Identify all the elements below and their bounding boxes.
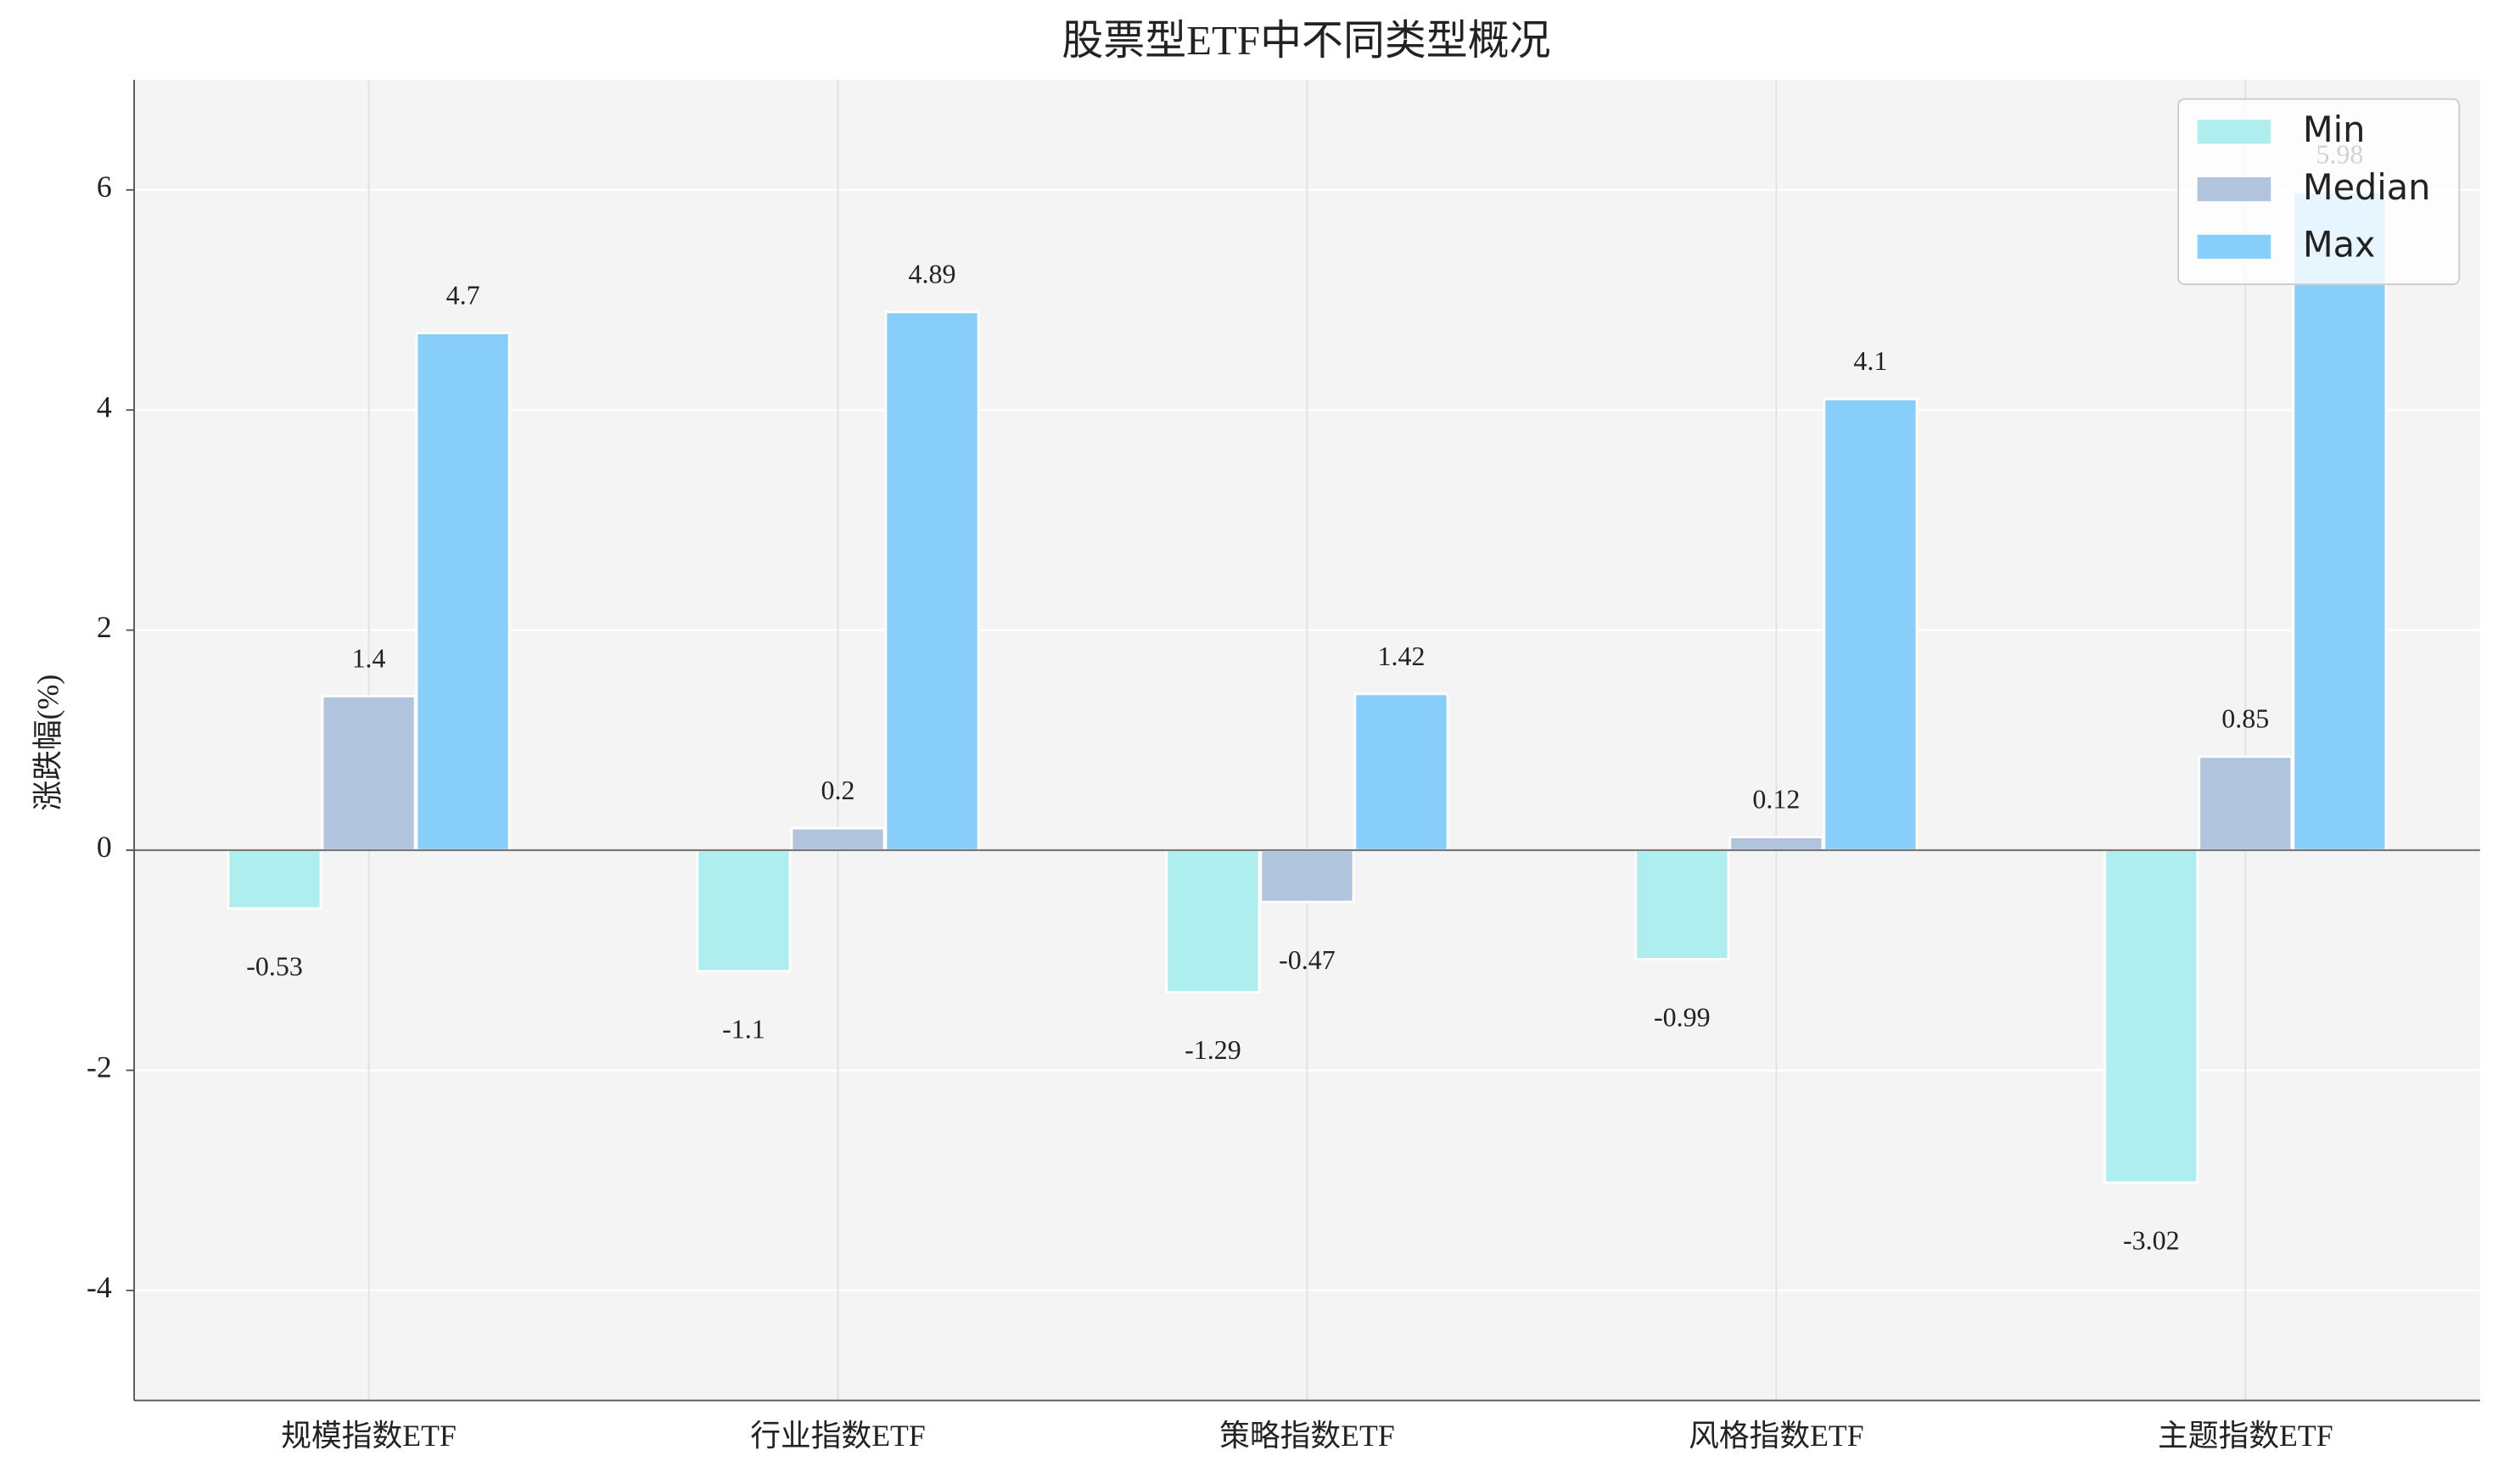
- value-label: 1.4: [352, 642, 386, 673]
- x-tick-label: 策略指数ETF: [1219, 1419, 1395, 1453]
- x-tick-label: 风格指数ETF: [1689, 1419, 1864, 1453]
- bar: [1259, 848, 1355, 904]
- x-tick-label: 主题指数ETF: [2158, 1419, 2333, 1453]
- legend-label: Median: [2303, 167, 2431, 208]
- value-label: 4.1: [1853, 345, 1887, 376]
- x-tick-label: 规模指数ETF: [281, 1419, 457, 1453]
- value-label: -0.53: [246, 951, 303, 982]
- legend-label: Min: [2303, 109, 2365, 150]
- bar: [415, 332, 511, 852]
- bar: [1165, 848, 1261, 994]
- bar: [790, 826, 886, 852]
- y-tick-label: -4: [87, 1270, 112, 1304]
- value-label: 0.85: [2221, 703, 2269, 734]
- y-tick-label: 6: [97, 170, 112, 204]
- chart-title: 股票型ETF中不同类型概况: [1062, 17, 1550, 64]
- value-label: -1.1: [722, 1014, 765, 1044]
- value-label: 0.2: [821, 775, 855, 805]
- y-tick-label: 0: [97, 830, 112, 864]
- bar: [1728, 836, 1824, 852]
- bar: [227, 848, 322, 910]
- value-label: 4.89: [909, 259, 956, 289]
- bar: [884, 311, 980, 852]
- legend-swatch: [2197, 120, 2272, 144]
- bar: [2198, 755, 2294, 852]
- value-label: -1.29: [1185, 1034, 1241, 1065]
- y-axis-label: 涨跌幅(%): [31, 675, 64, 811]
- legend-swatch: [2197, 234, 2272, 259]
- bars: -0.53 -1.1 -1.29 -0.99 -3.02 1.4 0.2 -0.47 0.12 0…: [134, 138, 2480, 1256]
- x-tick-label: 行业指数ETF: [750, 1419, 926, 1453]
- y-tick-label: 4: [97, 389, 112, 423]
- y-tick-label: 2: [97, 610, 112, 644]
- bar: [321, 695, 417, 852]
- bar: [2292, 191, 2388, 852]
- value-label: 4.7: [446, 279, 480, 310]
- bar: [2103, 848, 2199, 1184]
- value-label: -0.99: [1654, 1001, 1711, 1032]
- bar: [1823, 397, 1919, 852]
- bar: [1634, 848, 1730, 960]
- value-label: -3.02: [2123, 1225, 2180, 1256]
- legend-swatch: [2197, 176, 2272, 202]
- y-tick-label: -2: [87, 1050, 112, 1084]
- value-label: 0.12: [1752, 783, 1800, 814]
- value-label: 1.42: [1377, 641, 1425, 671]
- bar: [1353, 692, 1449, 852]
- legend-label: Max: [2303, 225, 2376, 266]
- bar: [696, 848, 792, 973]
- value-label: -0.47: [1279, 944, 1336, 975]
- legend: Min Median Max: [2177, 98, 2461, 285]
